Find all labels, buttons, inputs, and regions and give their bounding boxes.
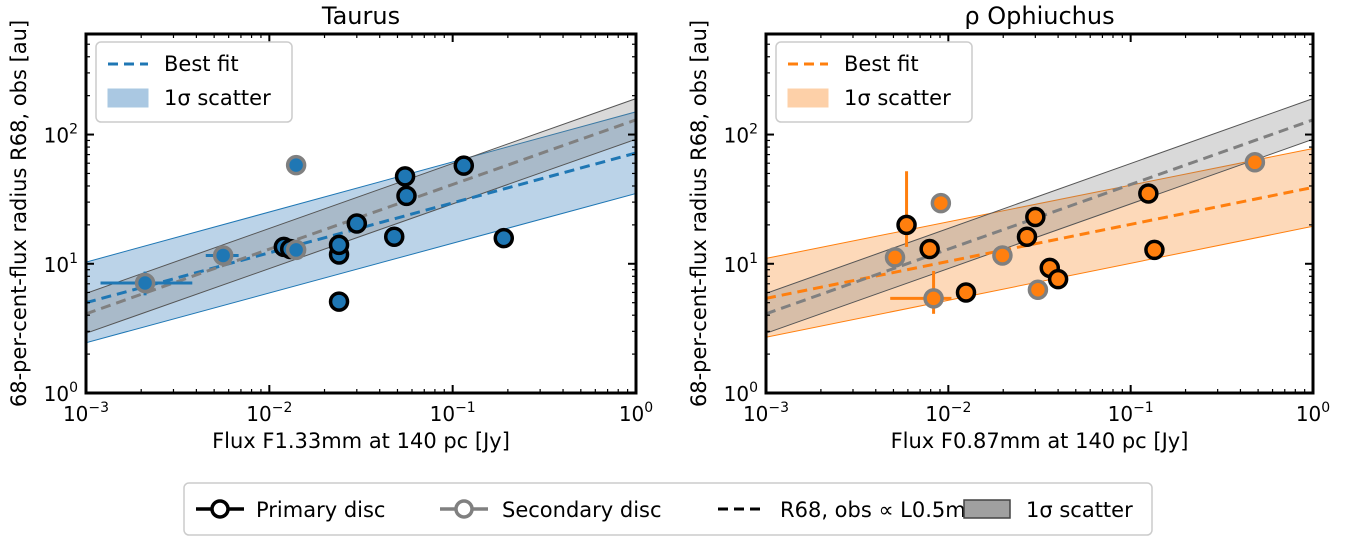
x-tick-label: 10−1 bbox=[430, 400, 476, 426]
legend-relation-label: R68, obs ∝ L0.5mm bbox=[780, 498, 986, 522]
primary-disc-point bbox=[328, 291, 350, 312]
x-axis-label: Flux F1.33mm at 140 pc [Jy] bbox=[212, 429, 510, 453]
primary-disc-point bbox=[1047, 268, 1069, 290]
axes-frame bbox=[84, 32, 638, 395]
best-fit-line bbox=[766, 185, 1313, 300]
primary-disc-point bbox=[1025, 206, 1046, 228]
plot-area bbox=[86, 98, 636, 344]
x-tick-label: 10−3 bbox=[743, 400, 789, 426]
panel-title: Taurus bbox=[321, 2, 400, 30]
legend-scatter-swatch bbox=[963, 499, 1011, 519]
legend-scatter-label: 1σ scatter bbox=[844, 86, 951, 110]
y-tick-label: 101 bbox=[724, 251, 758, 277]
x-axis-label: Flux F0.87mm at 140 pc [Jy] bbox=[891, 429, 1189, 453]
primary-disc-point bbox=[896, 214, 917, 236]
secondary-disc-point bbox=[212, 245, 234, 266]
y-tick-label: 100 bbox=[44, 380, 78, 406]
secondary-disc-point bbox=[1244, 152, 1266, 173]
legend-scatter-label: 1σ scatter bbox=[164, 86, 271, 110]
x-tick-label: 10−1 bbox=[1108, 400, 1154, 426]
plot-area bbox=[766, 98, 1313, 338]
panel-title: ρ Ophiuchus bbox=[964, 2, 1114, 30]
secondary-disc-point bbox=[1027, 279, 1049, 300]
primary-disc-point bbox=[1144, 239, 1165, 261]
ticks bbox=[85, 33, 637, 394]
primary-disc-point bbox=[955, 282, 977, 303]
x-tick-label: 100 bbox=[619, 400, 653, 426]
secondary-disc-point bbox=[285, 239, 307, 261]
primary-disc-point bbox=[383, 226, 405, 247]
x-tick-label: 100 bbox=[1296, 400, 1330, 426]
panel-rho-ophiuchus: 10−3 10−2 10−1 100 100 101 102 ρ Ophiuchus Flux … bbox=[687, 2, 1330, 453]
legend-scatter-swatch bbox=[787, 88, 829, 108]
secondary-disc-point bbox=[134, 272, 156, 294]
secondary-disc-point bbox=[923, 288, 944, 309]
panel-legend: Best fit 1σ scatter bbox=[95, 41, 293, 123]
legend-fit-label: Best fit bbox=[844, 52, 919, 76]
primary-disc-point bbox=[1016, 226, 1038, 247]
axes-frame bbox=[764, 32, 1315, 395]
x-tick-label: 10−2 bbox=[246, 400, 292, 426]
legend-primary-label: Primary disc bbox=[256, 498, 385, 522]
figure-legend-box bbox=[183, 482, 1153, 536]
figure-legend: Primary disc Secondary disc R68, obs ∝ L0.… bbox=[183, 482, 1153, 536]
primary-disc-point bbox=[493, 227, 515, 249]
legend-secondary-label: Secondary disc bbox=[502, 498, 662, 522]
legend-scatter-swatch bbox=[107, 88, 149, 108]
secondary-disc-point bbox=[930, 192, 952, 214]
legend-secondary-marker bbox=[454, 499, 474, 519]
y-tick-label: 101 bbox=[44, 251, 78, 277]
y-axis-label: 68-per-cent-flux radius R68, obs [au] bbox=[687, 20, 711, 407]
legend-fit-label: Best fit bbox=[164, 52, 239, 76]
ticks bbox=[765, 33, 1314, 394]
y-tick-label: 102 bbox=[724, 122, 758, 148]
y-axis-label: 68-per-cent-flux radius R68, obs [au] bbox=[7, 20, 31, 407]
primary-disc-point bbox=[328, 234, 350, 256]
primary-disc-point bbox=[394, 166, 416, 187]
primary-disc-point bbox=[396, 185, 417, 207]
secondary-disc-point bbox=[884, 247, 906, 268]
y-tick-label: 102 bbox=[44, 122, 78, 148]
x-tick-label: 10−3 bbox=[63, 400, 109, 426]
legend-primary-marker bbox=[210, 499, 230, 519]
panel-legend: Best fit 1σ scatter bbox=[775, 41, 973, 123]
secondary-disc-point bbox=[285, 154, 307, 176]
primary-disc-point bbox=[453, 155, 475, 176]
legend-scatter-label: 1σ scatter bbox=[1026, 498, 1133, 522]
primary-disc-point bbox=[346, 213, 368, 234]
x-tick-label: 10−2 bbox=[925, 400, 971, 426]
primary-disc-point bbox=[1138, 183, 1159, 204]
secondary-disc-point bbox=[992, 245, 1013, 266]
panel-taurus: 10−3 10−2 10−1 100 100 101 102 Taurus Flux F1.33… bbox=[7, 2, 653, 453]
primary-disc-point bbox=[919, 238, 940, 260]
y-tick-label: 100 bbox=[724, 380, 758, 406]
